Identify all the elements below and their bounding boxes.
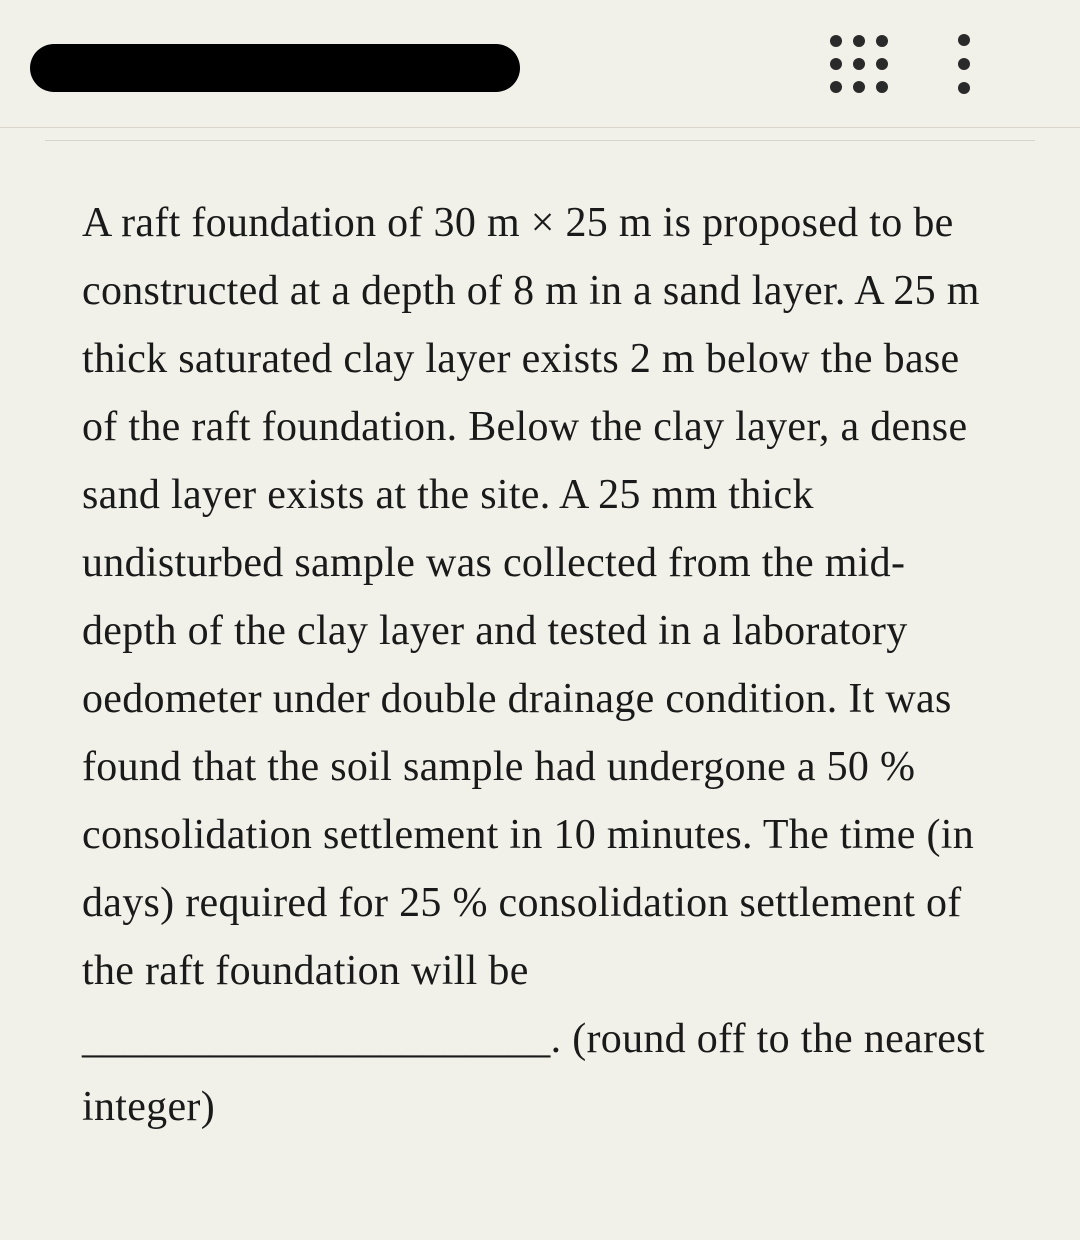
header-actions	[830, 34, 970, 94]
question-text: A raft foundation of 30 m × 25 m is prop…	[82, 189, 998, 1141]
apps-grid-icon[interactable]	[830, 35, 888, 93]
question-container: A raft foundation of 30 m × 25 m is prop…	[0, 141, 1080, 1171]
app-header	[0, 0, 1080, 128]
kebab-menu-icon[interactable]	[958, 34, 970, 94]
redacted-title	[30, 44, 520, 92]
